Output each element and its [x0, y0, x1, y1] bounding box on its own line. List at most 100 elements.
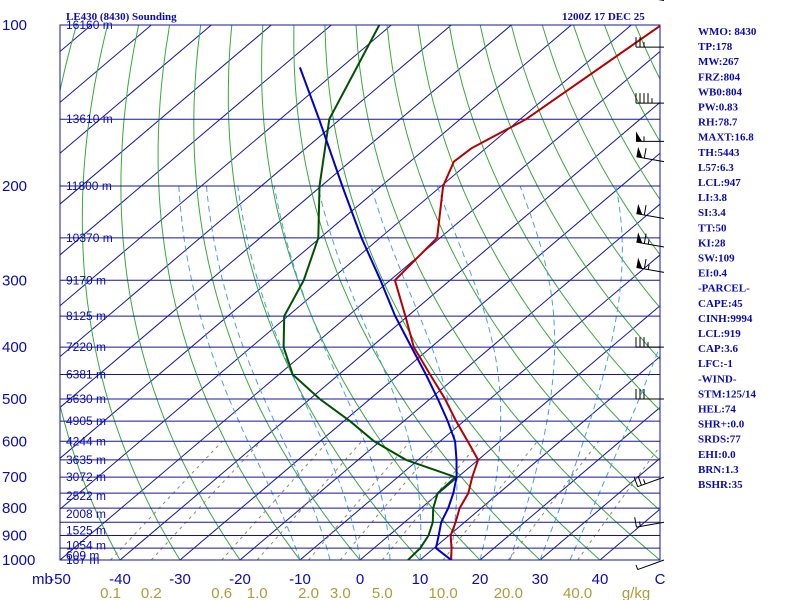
index-item: LCL:947 [698, 177, 741, 189]
index-item: SRDS:77 [698, 434, 741, 446]
moist-adiabat-line [237, 186, 361, 560]
wind-barbs [633, 0, 665, 571]
background-lines [60, 25, 800, 560]
index-item: TP:178 [698, 41, 733, 53]
sounding-series [282, 25, 660, 560]
index-item: EHI:0.0 [698, 449, 736, 461]
wind-barb-staff [637, 559, 665, 571]
wind-barb [636, 203, 665, 220]
temp-tick-label: -10 [289, 571, 311, 588]
wind-barb-staff [636, 241, 665, 248]
index-item: MAXT:16.8 [698, 132, 754, 144]
chart-time: 1200Z 17 DEC 25 [562, 11, 645, 23]
wind-barb-full [643, 205, 647, 216]
isotherm-line [60, 25, 392, 307]
wind-barb [634, 517, 665, 528]
index-item: STM:125/14 [698, 388, 757, 400]
wind-barb-staff [636, 213, 665, 220]
wind-barb-full [643, 258, 647, 269]
wind-barb-full [634, 517, 637, 528]
height-label: 4244 m [66, 434, 106, 448]
mixing-ratio-line [150, 440, 262, 560]
index-item: BSHR:35 [698, 479, 743, 491]
isotherm-line [60, 25, 512, 409]
pressure-tick-label: 900 [2, 528, 27, 545]
index-item: MW:267 [698, 56, 739, 68]
isotherm-line [119, 101, 660, 560]
height-label: 13610 m [66, 112, 113, 126]
index-item: RH:78.7 [698, 117, 738, 129]
dry-adiabat-line [572, 25, 660, 201]
index-item: -PARCEL- [698, 283, 750, 295]
dry-adiabat-line [791, 25, 800, 560]
index-item: LI:3.8 [698, 192, 728, 204]
wind-barb-half [647, 264, 650, 270]
dewpoint-trace [282, 25, 458, 560]
index-item: WMO: 8430 [698, 26, 757, 38]
pressure-tick-label: 300 [2, 272, 27, 289]
wind-barb [635, 37, 664, 48]
dry-adiabat-line [541, 25, 660, 256]
dry-adiabat-line [261, 25, 481, 560]
index-item: CINH:9994 [698, 313, 753, 325]
index-item: CAPE:45 [698, 298, 743, 310]
wind-barb-staff [658, 0, 665, 2]
index-item: SI:3.4 [698, 207, 726, 219]
wind-barb-flag [636, 131, 642, 142]
mixing-ratio-tick-label: 5.0 [372, 585, 393, 600]
index-item: LFC:-1 [698, 358, 733, 370]
dry-adiabat-line [386, 25, 660, 511]
isotherm-line [239, 203, 660, 560]
wind-barb [658, 0, 665, 2]
index-item: PW:0.83 [698, 102, 739, 114]
height-label: 2522 m [66, 489, 106, 503]
index-item: BRN:1.3 [698, 464, 739, 476]
wind-barb [636, 232, 665, 248]
mixing-ratio-line [339, 440, 441, 560]
wind-barb-full [633, 477, 639, 487]
height-label: 4905 m [66, 414, 106, 428]
plot-frame [59, 24, 661, 561]
wind-barb-staff [636, 267, 665, 273]
pressure-tick-label: 400 [2, 339, 27, 356]
index-item: L57:6.3 [698, 162, 734, 174]
height-label: 16160 m [66, 18, 113, 32]
dry-adiabat-line [324, 25, 601, 560]
mixing-ratio-unit-label: g/kg [622, 585, 650, 600]
mixing-ratio-line [221, 440, 329, 560]
height-label: 10370 m [66, 231, 113, 245]
wind-barb-full [637, 475, 642, 486]
mixing-ratio-line [308, 440, 411, 560]
height-label: 1525 m [66, 523, 106, 537]
mixing-ratio-line [381, 440, 481, 560]
mixing-ratio-tick-label: 2.0 [298, 585, 319, 600]
pressure-tick-label: 700 [2, 469, 27, 486]
isotherm-line [60, 25, 332, 256]
index-item: SHR+:0.0 [698, 419, 745, 431]
height-label: 6381 m [66, 367, 106, 381]
mixing-ratio-tick-label: 3.0 [330, 585, 351, 600]
index-item: EI:0.4 [698, 268, 728, 280]
moist-adiabat-line [509, 185, 556, 560]
temperature-trace [393, 25, 660, 560]
wind-barb-flag [636, 257, 643, 269]
moist-adiabat-line [317, 185, 422, 560]
height-label: 3072 m [66, 470, 106, 484]
moist-adiabat-line [370, 185, 458, 560]
mixing-ratio-line [442, 440, 538, 560]
parcel-trace [298, 67, 458, 560]
height-label: 5630 m [66, 392, 106, 406]
index-item: -WIND- [698, 373, 737, 385]
temp-tick-label: -50 [49, 571, 71, 588]
isotherm-line [179, 152, 660, 560]
index-item: SW:109 [698, 253, 735, 265]
wind-barb [636, 146, 665, 163]
temp-tick-label: 30 [532, 571, 549, 588]
wind-barb-flag [636, 146, 643, 158]
dry-adiabat-line [120, 25, 241, 560]
index-item: KI:28 [698, 237, 726, 249]
temp-tick-label: -40 [109, 571, 131, 588]
moist-adiabat-line [206, 186, 331, 560]
isotherm-line [359, 305, 660, 560]
temp-tick-label: 40 [592, 571, 609, 588]
